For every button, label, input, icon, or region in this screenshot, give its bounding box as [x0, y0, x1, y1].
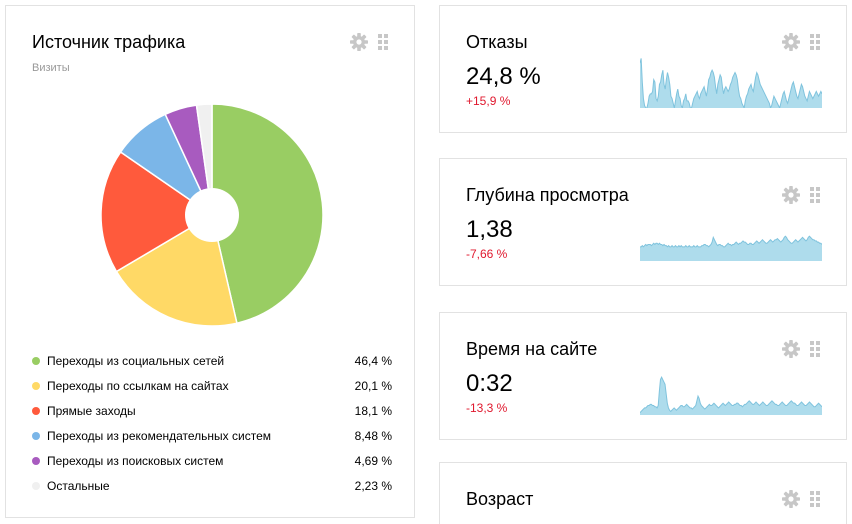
- page-depth-card: Глубина просмотра 1,38 -7,66 %: [439, 158, 847, 286]
- pie-chart: [100, 103, 324, 327]
- legend-percent: 46,4 %: [354, 353, 392, 368]
- pie-slice[interactable]: [211, 103, 324, 325]
- legend-percent: 4,69 %: [354, 453, 392, 468]
- legend-dot: [32, 356, 40, 365]
- pie-slice[interactable]: [100, 150, 214, 273]
- pie-slice[interactable]: [195, 103, 213, 216]
- metric-delta: -7,66 %: [466, 247, 508, 261]
- legend-item[interactable]: Переходы из поисковых систем 4,69 %: [32, 448, 392, 473]
- card-subtitle: Визиты: [32, 62, 70, 74]
- legend-label: Переходы по ссылкам на сайтах: [47, 378, 229, 393]
- legend-dot: [32, 431, 40, 440]
- sparkline-line: [640, 58, 822, 108]
- sparkline-chart: [640, 58, 822, 108]
- metric-value: 0:32: [466, 370, 513, 397]
- legend-label: Остальные: [47, 478, 110, 493]
- drag-handle-icon[interactable]: [810, 187, 820, 203]
- legend-dot: [32, 456, 40, 465]
- pie-center-hole: [185, 188, 239, 242]
- sparkline-area: [640, 377, 822, 415]
- legend-label: Переходы из социальных сетей: [47, 353, 225, 368]
- age-card: Возраст: [439, 462, 847, 524]
- gear-icon[interactable]: [781, 339, 801, 359]
- drag-handle-icon[interactable]: [378, 34, 388, 50]
- pie-chart-svg: [100, 103, 324, 327]
- legend-dot: [32, 481, 40, 490]
- pie-slice[interactable]: [115, 213, 238, 327]
- sparkline-chart: [640, 376, 822, 415]
- metric-delta: -13,3 %: [466, 401, 508, 415]
- card-title: Возраст: [466, 489, 534, 509]
- bounce-rate-card: Отказы 24,8 % +15,9 %: [439, 5, 847, 133]
- legend-item[interactable]: Остальные 2,23 %: [32, 473, 392, 498]
- legend-percent: 2,23 %: [354, 478, 392, 493]
- gear-icon[interactable]: [781, 32, 801, 52]
- metric-value: 24,8 %: [466, 63, 541, 90]
- card-tools: [781, 489, 820, 509]
- drag-handle-icon[interactable]: [810, 491, 820, 507]
- legend-item[interactable]: Прямые заходы 18,1 %: [32, 398, 392, 423]
- sparkline-line: [640, 376, 822, 413]
- gear-icon[interactable]: [349, 32, 369, 52]
- legend-dot: [32, 406, 40, 415]
- legend-label: Переходы из рекомендательных систем: [47, 428, 271, 443]
- legend-item[interactable]: Переходы из рекомендательных систем 8,48 …: [32, 423, 392, 448]
- card-title: Источник трафика: [32, 32, 186, 52]
- drag-handle-icon[interactable]: [810, 341, 820, 357]
- chart-legend: Переходы из социальных сетей 46,4 % Перехо…: [32, 348, 392, 498]
- card-tools: [781, 32, 820, 52]
- legend-item[interactable]: Переходы по ссылкам на сайтах 20,1 %: [32, 373, 392, 398]
- card-tools: [349, 32, 388, 52]
- legend-label: Переходы из поисковых систем: [47, 453, 224, 468]
- sparkline-area: [640, 236, 822, 261]
- sparkline-chart: [640, 235, 822, 261]
- card-tools: [781, 339, 820, 359]
- card-tools: [781, 185, 820, 205]
- legend-percent: 18,1 %: [354, 403, 392, 418]
- card-title: Отказы: [466, 32, 528, 52]
- traffic-source-card: Источник трафика Визиты: [5, 5, 415, 518]
- metric-delta: +15,9 %: [466, 94, 511, 108]
- drag-handle-icon[interactable]: [810, 34, 820, 50]
- legend-percent: 20,1 %: [354, 378, 392, 393]
- legend-percent: 8,48 %: [354, 428, 392, 443]
- sparkline-line: [640, 235, 822, 248]
- legend-dot: [32, 381, 40, 390]
- time-on-site-card: Время на сайте 0:32 -13,3 %: [439, 312, 847, 440]
- card-title: Глубина просмотра: [466, 185, 629, 205]
- legend-item[interactable]: Переходы из социальных сетей 46,4 %: [32, 348, 392, 373]
- card-title: Время на сайте: [466, 339, 598, 359]
- metric-value: 1,38: [466, 216, 513, 243]
- gear-icon[interactable]: [781, 489, 801, 509]
- legend-label: Прямые заходы: [47, 403, 136, 418]
- gear-icon[interactable]: [781, 185, 801, 205]
